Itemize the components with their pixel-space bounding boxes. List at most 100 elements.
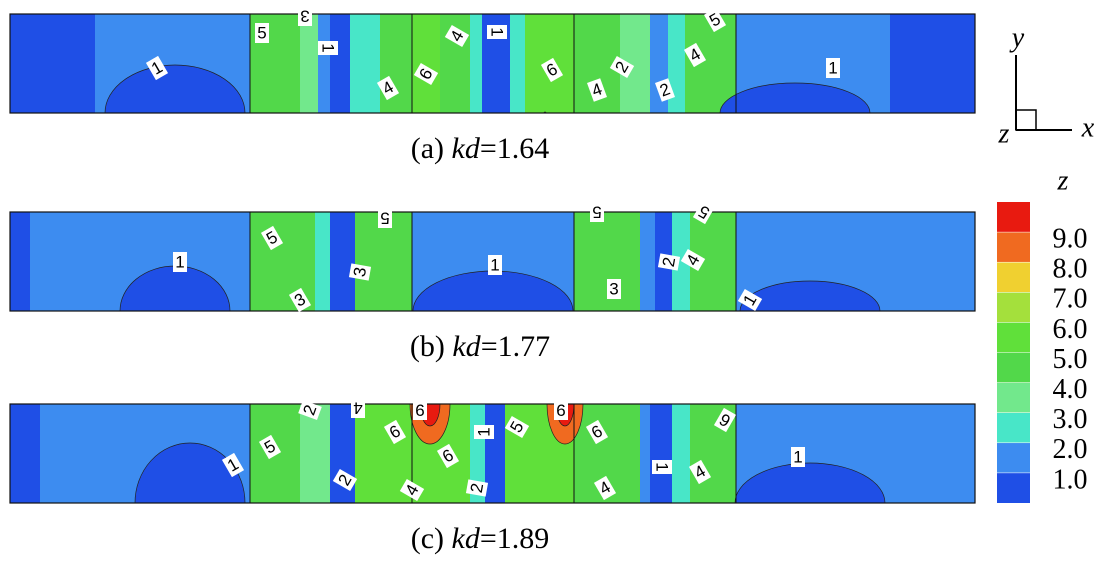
contour-band [640,212,655,311]
x-axis-label: x [1081,112,1095,143]
colorbar-tick-label: 2.0 [1053,434,1088,465]
contour-label: 1 [828,58,837,77]
contour-band [672,404,690,503]
caption-prefix: (c) [411,522,452,555]
contour-label-bg [413,400,427,420]
contour-label-group: 3 [607,279,621,299]
contour-label-group: 4 [587,78,607,102]
contour-label-bg [593,475,617,501]
contour-panel: 1 5 3 3 5 1 5 3 2 4 5 1 [9,199,976,313]
contour-label-bg [488,255,502,275]
contour-label: 3 [300,7,309,26]
panel-frame [9,403,976,504]
contour-region [104,64,246,113]
contour-band [315,212,330,311]
contour-label: 3 [350,266,370,279]
panel-caption: (c) kd=1.89 [411,522,550,555]
y-axis-label: y [1009,22,1025,53]
contour-label-group: 3 [298,6,312,26]
contour-band [350,14,380,113]
colorbar-tick-label: 7.0 [1053,284,1088,315]
contour-label-bg [657,253,681,271]
contour-label-bg [587,78,607,102]
contour-label-group: 4 [680,248,706,272]
contour-band [300,14,318,113]
contour-label-group: 2 [655,78,675,102]
contour-label-group: 1 [488,255,502,275]
contour-label-group: 1 [318,41,338,55]
contour-label-group: 2 [332,468,358,492]
contour-label-group: 4 [593,475,617,501]
contour-label-group: 4 [376,75,400,101]
contour-label-bg [465,479,489,497]
color-box [997,262,1030,293]
contour-band [510,14,525,113]
caption-variable: kd [452,132,481,165]
contour-region [719,82,871,113]
contour-label-group: 5 [703,7,727,33]
color-box [997,442,1030,473]
colorbar: 1.02.03.04.05.06.07.08.09.0 [997,202,1088,503]
contour-band [485,404,505,503]
contour-label-bg [487,25,507,39]
contour-band [10,404,40,503]
contour-band [10,212,30,311]
contour-label-bg [504,415,530,439]
contour-label-group: 1 [173,252,187,272]
contour-label: 1 [488,27,507,36]
contour-label-bg [444,24,470,48]
color-box [997,472,1030,503]
contour-label-bg [399,478,425,502]
contour-label: 4 [353,399,362,418]
contour-band [470,14,482,113]
contour-label-bg [692,199,716,225]
colorbar-title: z [1057,165,1069,196]
contour-label-bg [703,7,727,33]
contour-label-bg [173,252,187,272]
contour-label-group: 6 [540,57,564,83]
contour-label-bg [436,443,460,469]
colorbar-tick-label: 6.0 [1053,314,1088,345]
contour-band [330,14,350,113]
colorbar-tick-label: 3.0 [1053,404,1088,435]
color-box [997,382,1030,413]
contour-label-bg [655,78,675,102]
contour-label-group: 1 [826,58,840,78]
contour-label-bg [680,248,706,272]
panel-caption: (b) kd=1.77 [410,330,550,363]
color-box [997,202,1030,233]
contour-label-group: 3 [348,263,372,281]
contour-label-bg [376,75,400,101]
contour-label: 1 [175,252,184,271]
contour-label-group: 2 [298,400,322,420]
contour-label: 1 [793,447,802,466]
contour-band [300,404,330,503]
contour-label-bg [683,42,707,68]
caption-suffix: =1.77 [481,330,550,363]
contour-label-bg [713,407,737,433]
contour-label-group: 1 [145,55,169,81]
contour-band [650,404,672,503]
contour-label-bg [554,400,568,420]
contour-label-bg [383,419,407,445]
contour-label-bg [298,6,312,26]
contour-label: 1 [474,427,493,436]
contour-label-group: 6 [713,407,737,433]
contour-label: 1 [319,43,338,52]
axes-indicator: y x z [998,22,1095,149]
caption-suffix: =1.64 [480,132,549,165]
contour-label-group: 1 [221,452,245,478]
contour-label-bg [288,287,312,313]
contour-label-bg [255,23,269,43]
contour-label-group: 4 [399,478,425,502]
contour-label-group: 6 [413,62,439,86]
z-axis-label: z [998,118,1010,149]
contour-label-group: 6 [383,419,407,445]
contour-label-bg [540,57,564,83]
contour-label-bg [609,55,635,79]
contour-label-bg [607,279,621,299]
contour-label-bg [791,447,805,467]
contour-label-bg [378,208,392,228]
